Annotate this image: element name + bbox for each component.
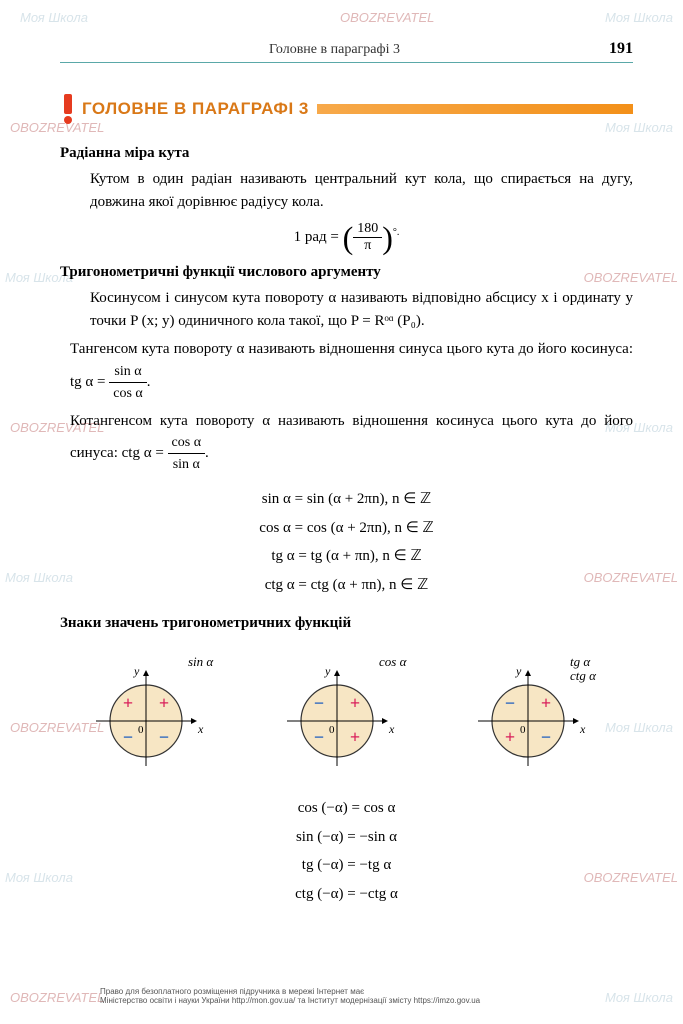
running-title: Головне в параграфі 3 (60, 42, 609, 58)
svg-text:0: 0 (138, 724, 144, 736)
footer-note: Право для безоплатного розміщення підруч… (100, 987, 480, 1006)
svg-text:0: 0 (520, 724, 526, 736)
svg-text:cos α: cos α (379, 654, 408, 669)
svg-text:x: x (197, 722, 204, 736)
svg-text:x: x (388, 722, 395, 736)
svg-text:+: + (349, 693, 359, 713)
periodicity-identities: sin α = sin (α + 2πn), n ∈ ℤ cos α = cos… (60, 485, 633, 599)
svg-text:tg α: tg α (570, 654, 591, 669)
sign-charts-row: + + − − 0 x y sin α − + − + 0 x y cos α (60, 646, 633, 776)
svg-text:−: − (313, 727, 323, 747)
svg-text:sin α: sin α (188, 654, 214, 669)
svg-text:+: + (349, 727, 359, 747)
svg-text:+: + (158, 693, 168, 713)
sign-chart-sin: + + − − 0 x y sin α (81, 646, 231, 776)
section-rule (317, 104, 633, 114)
svg-text:−: − (504, 693, 514, 713)
trig-ctg-def: Котангенсом кута повороту α називають ві… (70, 410, 633, 476)
radian-definition: Кутом в один радіан називають центральни… (90, 168, 633, 213)
svg-text:+: + (504, 727, 514, 747)
svg-text:y: y (515, 664, 522, 678)
svg-text:−: − (313, 693, 323, 713)
svg-text:y: y (133, 664, 140, 678)
svg-text:+: + (122, 693, 132, 713)
bang-icon (60, 93, 76, 125)
section-header: ГОЛОВНЕ В ПАРАГРАФІ 3 (60, 93, 633, 125)
subheading-radian: Радіанна міра кута (60, 145, 633, 162)
parity-identities: cos (−α) = cos α sin (−α) = −sin α tg (−… (60, 794, 633, 908)
trig-tan-def: Тангенсом кута повороту α називають відн… (70, 338, 633, 404)
sign-chart-tan: − + + − 0 x y tg αctg α (463, 646, 613, 776)
svg-text:x: x (579, 722, 586, 736)
subheading-trig: Тригонометричні функції числового аргуме… (60, 264, 633, 281)
svg-text:0: 0 (329, 724, 335, 736)
subheading-signs: Знаки значень тригонометричних функцій (60, 615, 633, 632)
svg-text:−: − (158, 727, 168, 747)
page-header: Головне в параграфі 3 191 (60, 40, 633, 63)
trig-cos-sin-def: Косинусом і синусом кута повороту α нази… (90, 287, 633, 332)
watermark-ms: Моя Школа (605, 990, 673, 1005)
watermark-oboz: OBOZREVATEL (10, 990, 104, 1005)
svg-text:y: y (324, 664, 331, 678)
svg-text:+: + (540, 693, 550, 713)
radian-formula: 1 рад = (180π)°. (60, 221, 633, 254)
svg-text:−: − (540, 727, 550, 747)
page-number: 191 (609, 40, 633, 58)
svg-text:ctg α: ctg α (570, 668, 597, 683)
svg-text:−: − (122, 727, 132, 747)
sign-chart-cos: − + − + 0 x y cos α (272, 646, 422, 776)
section-title: ГОЛОВНЕ В ПАРАГРАФІ 3 (82, 99, 309, 119)
